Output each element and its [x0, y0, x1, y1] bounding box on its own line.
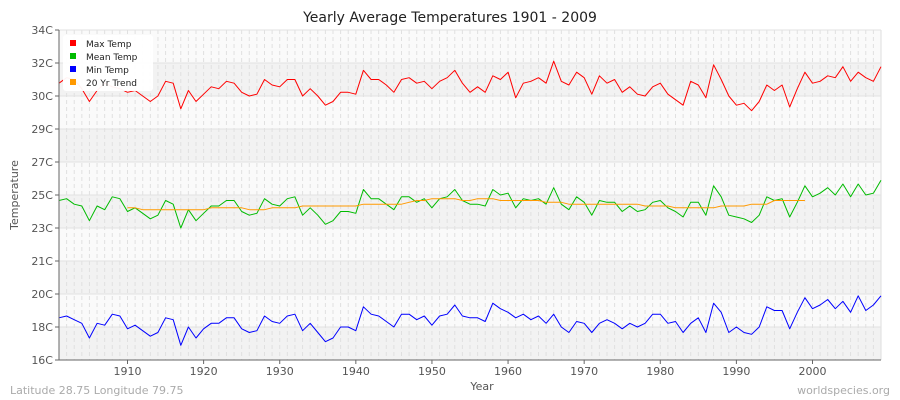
20-yr-trend-line [127, 198, 805, 211]
mean-temp-legend-label: Mean Temp [86, 53, 138, 63]
y-tick-label: 25C [31, 189, 53, 202]
x-tick-label: 1920 [190, 365, 218, 378]
location-label: Latitude 28.75 Longitude 79.75 [10, 384, 183, 397]
x-tick-label: 1990 [722, 365, 750, 378]
series-lines [58, 60, 882, 346]
legend: Max Temp Mean Temp Min Temp 20 Yr Trend [63, 35, 153, 91]
x-tick-labels: 1910 1920 1930 1940 1950 1960 1970 1980 1990 2000 [114, 360, 827, 378]
x-tick-label: 1930 [266, 365, 294, 378]
x-tick-label: 1980 [646, 365, 674, 378]
max-temp-line [58, 60, 882, 112]
y-tick-label: 21C [31, 255, 53, 268]
x-tick-label: 1950 [418, 365, 446, 378]
20-yr-trend-legend-swatch [70, 79, 76, 85]
min-temp-legend-label: Min Temp [86, 66, 129, 76]
y-tick-label: 27C [31, 156, 53, 169]
source-label: worldspecies.org [797, 384, 890, 397]
y-tick-label: 23C [31, 222, 53, 235]
max-temp-legend-swatch [70, 40, 76, 46]
mean-temp-line [58, 180, 882, 229]
y-tick-label: 32C [31, 57, 53, 70]
y-tick-label: 20C [31, 288, 53, 301]
y-tick-label: 30C [31, 90, 53, 103]
x-tick-label: 1910 [114, 365, 142, 378]
x-tick-label: 1940 [342, 365, 370, 378]
y-axis-label: Temperature [8, 160, 21, 231]
y-tick-label: 16C [31, 354, 53, 367]
x-tick-label: 2000 [799, 365, 827, 378]
x-axis-label: Year [469, 380, 494, 393]
min-temp-line [58, 295, 882, 346]
min-temp-legend-swatch [70, 66, 76, 72]
mean-temp-legend-swatch [70, 53, 76, 59]
x-tick-label: 1960 [494, 365, 522, 378]
y-tick-label: 29C [31, 123, 53, 136]
y-tick-label: 18C [31, 321, 53, 334]
legend-box [63, 35, 153, 91]
y-tick-labels: 16C 18C 20C 21C 23C 25C 27C 29C 30C 32C 34C [31, 24, 59, 367]
y-tick-label: 34C [31, 24, 53, 37]
max-temp-legend-label: Max Temp [86, 40, 132, 50]
20-yr-trend-legend-label: 20 Yr Trend [86, 79, 137, 89]
x-tick-label: 1970 [570, 365, 598, 378]
chart-title: Yearly Average Temperatures 1901 - 2009 [302, 10, 597, 26]
horizontal-gridlines [59, 29, 881, 361]
